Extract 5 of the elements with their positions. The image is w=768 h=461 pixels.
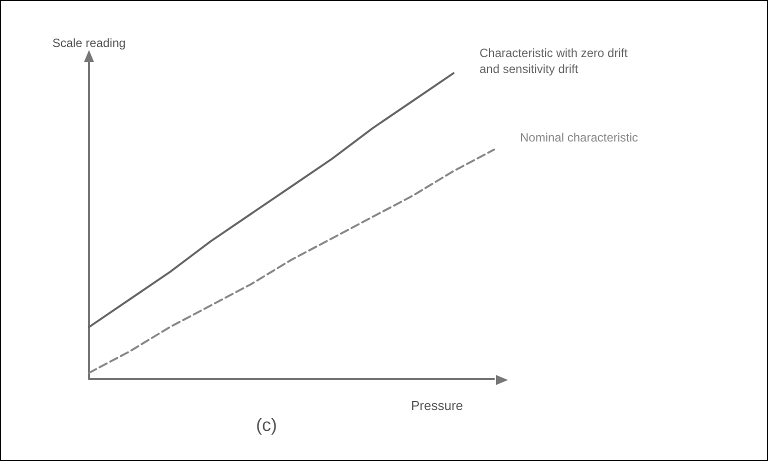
text: (c) <box>256 415 277 435</box>
text: Characteristic with zero drift and sensitivity drift <box>480 46 631 76</box>
text: Nominal characteristic <box>520 130 638 145</box>
x-axis-title: Pressure <box>411 398 464 413</box>
y-axis-title: Scale reading <box>52 36 126 50</box>
